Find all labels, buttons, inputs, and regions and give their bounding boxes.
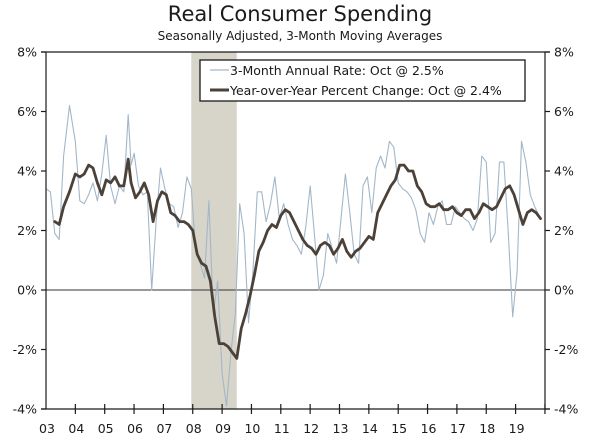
- y-tick-label-right: 8%: [554, 45, 574, 60]
- x-tick-label: 18: [479, 421, 495, 436]
- chart-title: Real Consumer Spending: [167, 2, 433, 26]
- y-tick-label-right: 6%: [554, 104, 574, 119]
- y-tick-label-left: 8%: [17, 45, 37, 60]
- y-tick-label-right: 4%: [554, 164, 574, 179]
- y-tick-label-left: -2%: [13, 342, 37, 357]
- x-tick-label: 10: [244, 421, 260, 436]
- y-tick-label-right: -4%: [554, 402, 578, 417]
- x-tick-label: 12: [303, 421, 319, 436]
- legend-box: [199, 59, 526, 102]
- x-tick-label: 14: [362, 421, 378, 436]
- legend: 3-Month Annual Rate: Oct @ 2.5% Year-ove…: [199, 59, 526, 102]
- y-tick-label-left: -4%: [13, 402, 37, 417]
- x-tick-label: 13: [333, 421, 349, 436]
- x-tick-label: 04: [68, 421, 84, 436]
- x-tick-label: 06: [127, 421, 143, 436]
- y-tick-label-left: 4%: [17, 164, 37, 179]
- x-tick-label: 05: [98, 421, 114, 436]
- x-tick-label: 09: [215, 421, 231, 436]
- x-tick-label: 03: [39, 421, 55, 436]
- y-tick-label-left: 6%: [17, 104, 37, 119]
- x-tick-label: 16: [421, 421, 437, 436]
- x-tick-label: 17: [450, 421, 466, 436]
- x-tick-label: 08: [186, 421, 202, 436]
- legend-label-three-month: 3-Month Annual Rate: Oct @ 2.5%: [230, 63, 444, 78]
- chart-subtitle: Seasonally Adjusted, 3-Month Moving Aver…: [157, 29, 443, 43]
- x-tick-label: 11: [274, 421, 290, 436]
- recession-shading-layer: [191, 52, 237, 409]
- y-tick-label-left: 2%: [17, 223, 37, 238]
- recession-shade: [191, 52, 237, 409]
- series-line-three-month: [45, 105, 540, 407]
- y-tick-label-right: 2%: [554, 223, 574, 238]
- series-layer: [45, 105, 542, 407]
- series-line-yoy: [53, 157, 542, 360]
- y-tick-label-right: 0%: [554, 283, 574, 298]
- legend-label-yoy: Year-over-Year Percent Change: Oct @ 2.4…: [229, 83, 502, 98]
- x-tick-label: 19: [509, 421, 525, 436]
- y-tick-label-right: -2%: [554, 342, 578, 357]
- y-tick-label-left: 0%: [17, 283, 37, 298]
- axes-layer: 8% 8%6% 6%4% 4%2% 2%0% 0%-2% -2%-4% -4%03 04 05 06…: [13, 45, 579, 437]
- x-tick-label: 07: [156, 421, 172, 436]
- x-tick-label: 15: [391, 421, 407, 436]
